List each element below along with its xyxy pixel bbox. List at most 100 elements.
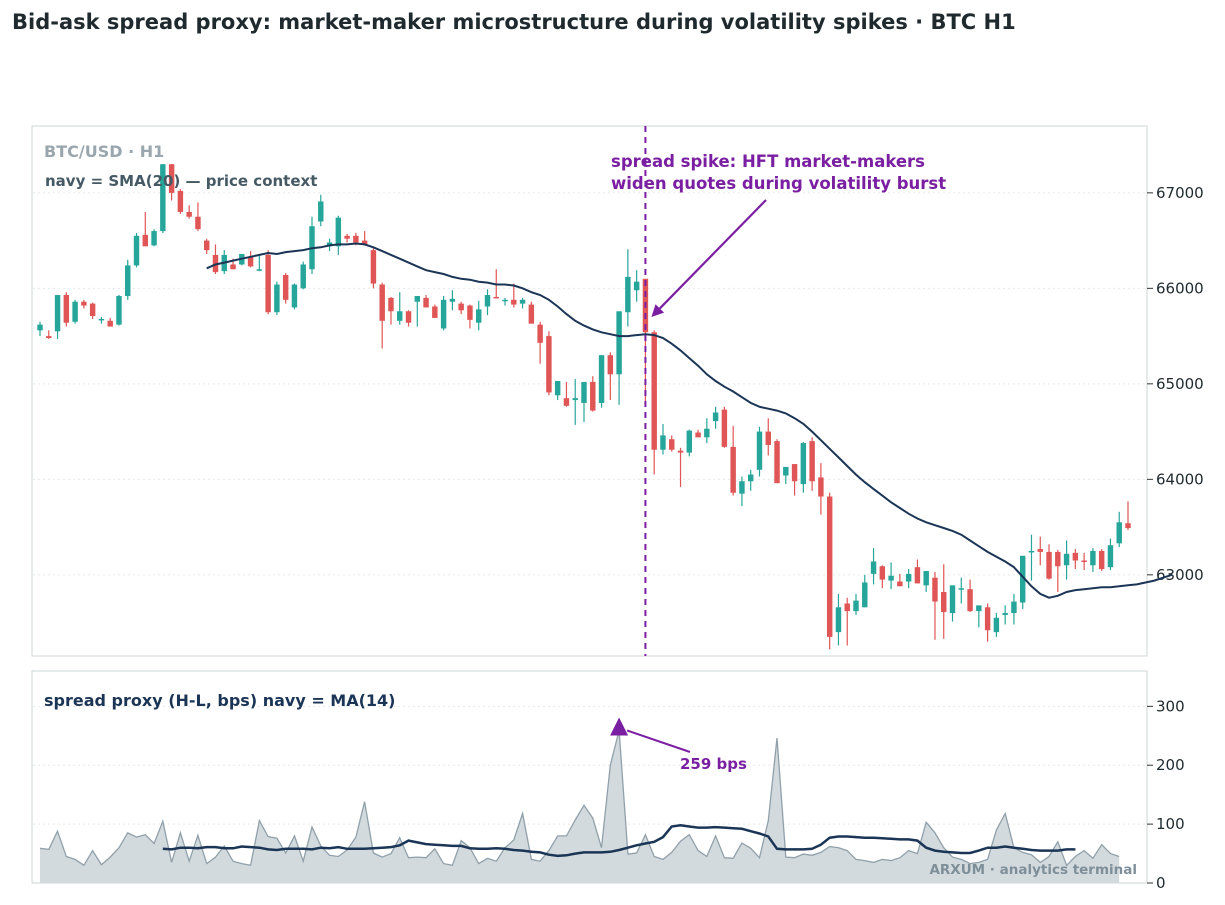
candle-body xyxy=(1002,613,1008,615)
candle-body xyxy=(125,265,131,296)
candle-body xyxy=(318,201,324,222)
price-tick-label: 66000 xyxy=(1156,279,1204,297)
candle-body xyxy=(879,566,886,580)
candle-body xyxy=(168,164,175,193)
candle-body xyxy=(554,380,561,396)
price-legend-note: navy = SMA(20) — price context xyxy=(45,172,317,190)
candle-body xyxy=(783,466,789,476)
candle-body xyxy=(467,305,473,320)
spread-tick-label: 200 xyxy=(1156,756,1185,774)
candle-body xyxy=(695,432,701,438)
candle-body xyxy=(1125,523,1131,529)
candle-body xyxy=(63,295,70,323)
candle-body xyxy=(756,431,763,470)
candle-body xyxy=(800,443,807,485)
price-tick-label: 67000 xyxy=(1156,184,1204,202)
candle-body xyxy=(142,234,149,247)
candle-body xyxy=(151,231,157,246)
candle-body xyxy=(89,303,96,317)
spread-peak-marker xyxy=(610,717,629,736)
candle-body xyxy=(563,398,570,406)
candle-body xyxy=(46,336,52,338)
candle-body xyxy=(712,412,719,422)
candle-body xyxy=(423,297,429,308)
candle-body xyxy=(230,264,236,270)
candle-body xyxy=(160,164,166,232)
candle-body xyxy=(107,320,113,327)
candle-body xyxy=(1116,522,1122,544)
candle-body xyxy=(590,381,596,411)
candle-body xyxy=(747,474,754,482)
annotation-line-2: widen quotes during volatility burst xyxy=(611,174,946,193)
price-panel-label: BTC/USD · H1 xyxy=(44,142,164,161)
candle-body xyxy=(1063,553,1070,566)
candle-body xyxy=(669,439,675,450)
candle-body xyxy=(967,589,973,612)
candle-body xyxy=(353,235,359,243)
candle-body xyxy=(493,296,499,299)
candle-body xyxy=(730,446,736,493)
candle-body xyxy=(291,284,298,308)
price-axes-frame xyxy=(31,125,1148,657)
candle-body xyxy=(1098,550,1105,570)
candle-body xyxy=(616,311,622,375)
candle-body xyxy=(949,585,956,614)
candle-body xyxy=(274,284,280,313)
price-gridlines xyxy=(33,192,1147,576)
chart-title: Bid-ask spread proxy: market-maker micro… xyxy=(12,10,1016,34)
sma20-line xyxy=(206,242,1173,599)
candle-body xyxy=(888,575,894,581)
candle-body xyxy=(853,600,859,612)
candle-body xyxy=(265,254,271,313)
candle-body xyxy=(405,311,412,323)
candle-body xyxy=(791,464,798,482)
candle-body xyxy=(826,496,833,637)
candle-body xyxy=(958,588,965,590)
candle-body xyxy=(37,324,43,331)
spread-area xyxy=(40,730,1120,883)
candle-body xyxy=(598,355,605,403)
candle-body xyxy=(361,240,368,245)
candle-body xyxy=(1037,549,1043,552)
candlestick-series xyxy=(37,164,1131,650)
candle-body xyxy=(844,603,850,612)
candle-body xyxy=(537,324,543,343)
candle-body xyxy=(651,332,657,450)
candle-body xyxy=(1019,555,1026,603)
candle-body xyxy=(897,581,903,587)
candle-body xyxy=(484,295,491,307)
candle-body xyxy=(432,306,438,318)
price-tick-label: 65000 xyxy=(1156,375,1204,393)
candle-body xyxy=(1090,550,1096,566)
price-tick-label: 63000 xyxy=(1156,566,1204,584)
spread-ma14-line xyxy=(162,824,1076,858)
spread-panel: 0 100 200 300 spread proxy (H-L, bps) navy … xyxy=(31,670,1185,892)
candle-body xyxy=(449,298,456,302)
candle-body xyxy=(397,311,403,321)
candle-body xyxy=(133,235,140,266)
candle-body xyxy=(519,299,526,304)
candle-body xyxy=(993,617,1000,633)
candle-body xyxy=(1028,550,1035,553)
candle-body xyxy=(625,276,631,313)
candle-body xyxy=(633,281,640,291)
candle-body xyxy=(203,240,210,251)
peak-label: 259 bps xyxy=(680,755,747,773)
candle-body xyxy=(572,398,578,401)
candle-body xyxy=(186,211,192,217)
watermark: ARXUM · analytics terminal xyxy=(929,862,1137,878)
candle-body xyxy=(98,318,105,321)
candle-body xyxy=(976,605,982,612)
spread-tick-label: 100 xyxy=(1156,815,1185,833)
price-panel: 63000 64000 65000 66000 67000 BTC/USD · H1 n… xyxy=(31,125,1204,657)
candle-body xyxy=(660,435,666,450)
candle-body xyxy=(739,481,745,494)
candle-body xyxy=(388,297,394,312)
candle-body xyxy=(195,216,201,230)
candle-body xyxy=(774,441,780,484)
candle-body xyxy=(414,295,421,302)
candle-body xyxy=(72,301,78,322)
candle-body xyxy=(818,477,824,497)
candle-body xyxy=(984,607,991,631)
candle-body xyxy=(721,409,728,447)
